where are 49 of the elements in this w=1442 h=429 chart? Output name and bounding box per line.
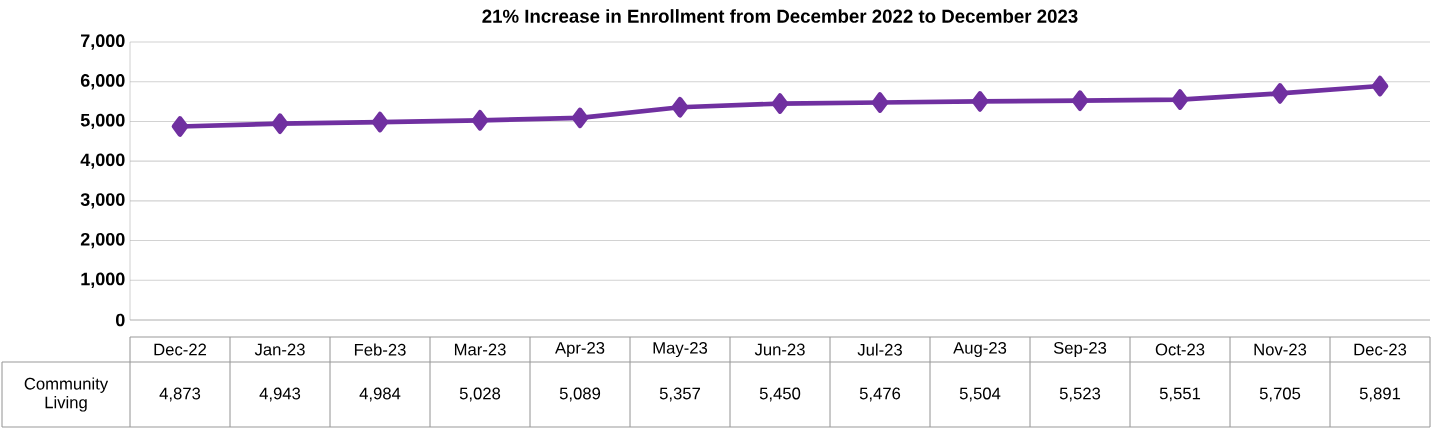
point (971, 91, 989, 112)
data-label: 4,873 (159, 387, 201, 402)
data-label: 5,523 (1059, 387, 1101, 402)
point (1271, 83, 1289, 104)
x-tick-label: Apr-23 (555, 341, 605, 358)
point (471, 109, 489, 131)
data-label: 5,705 (1259, 387, 1301, 402)
x-tick-label: Feb-23 (354, 343, 406, 356)
y-tick-label: 2,000 (80, 232, 125, 249)
data-label: 5,504 (959, 387, 1001, 402)
point (171, 116, 189, 137)
data-label: 5,476 (859, 387, 901, 402)
x-tick-label: Oct-23 (1155, 343, 1205, 356)
x-tick-label: Mar-23 (454, 343, 506, 356)
x-tick-label: Dec-23 (1354, 343, 1407, 356)
data-label: 4,984 (359, 387, 401, 402)
data-label: 5,450 (759, 387, 801, 402)
x-tick-label: May-23 (653, 341, 708, 358)
y-tick-label: 0 (115, 313, 125, 327)
point (1071, 90, 1089, 111)
y-tick-label: 3,000 (80, 193, 125, 209)
data-label: 5,089 (559, 387, 601, 402)
x-tick-label: Jun-23 (754, 343, 805, 356)
chart-title: 21% Increase in Enrollment from December 2022 to December 2023 (482, 9, 1078, 23)
point (271, 113, 289, 135)
y-tick-label: 7,000 (81, 34, 125, 50)
y-tick-label: 5,000 (80, 113, 125, 130)
text: Community Living (24, 377, 109, 412)
point (371, 111, 389, 133)
y-tick-label: 4,000 (80, 153, 125, 169)
x-tick-label: Aug-23 (953, 341, 1007, 358)
x-tick-label: Nov-23 (1254, 343, 1307, 356)
data-label: 5,891 (1359, 387, 1401, 402)
y-tick-label: 6,000 (80, 74, 125, 90)
data-label: 5,551 (1159, 387, 1201, 402)
data-label: 4,943 (259, 387, 301, 402)
x-tick-label: Dec-22 (154, 343, 207, 356)
data-label: 5,357 (659, 387, 701, 402)
point (871, 92, 889, 113)
point (1371, 75, 1389, 97)
point (571, 107, 589, 129)
x-tick-label: Jan-23 (254, 343, 305, 356)
point (771, 93, 789, 114)
x-tick-label: Jul-23 (857, 343, 902, 356)
y-tick-label: 1,000 (81, 272, 125, 288)
point (671, 96, 689, 118)
data-label: 5,028 (459, 387, 501, 402)
point (1171, 89, 1189, 110)
x-tick-label: Sep-23 (1053, 341, 1107, 358)
